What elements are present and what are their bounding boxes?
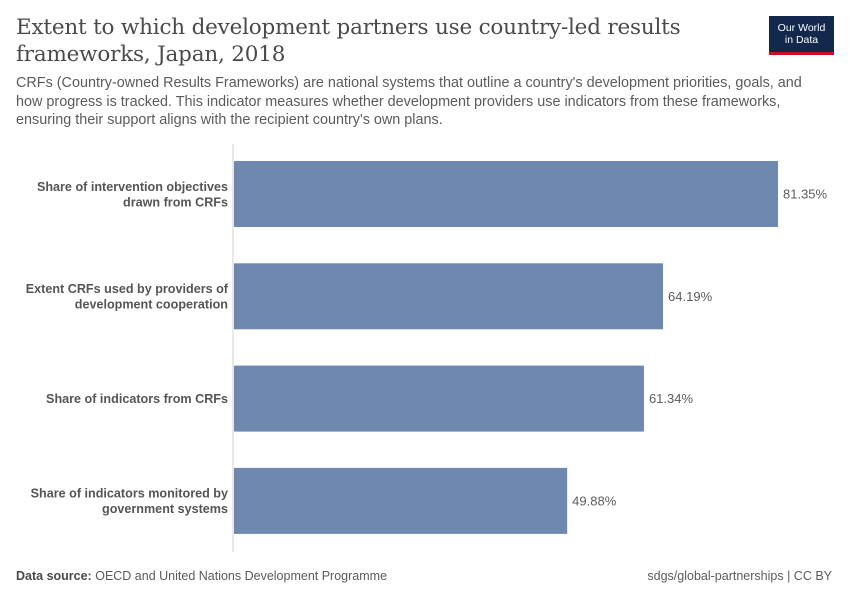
category-label-line: drawn from CRFs [123, 195, 228, 209]
bar[interactable] [234, 161, 778, 227]
bar[interactable] [234, 467, 568, 534]
bar[interactable] [234, 365, 644, 432]
data-source-label: Data source: [16, 569, 92, 583]
bar-value-label: 49.88% [572, 493, 617, 508]
category-label: Extent CRFs used by providers of developm… [26, 282, 229, 312]
chart-title: Extent to which development partners use… [16, 15, 681, 67]
category-label-line: Share of indicators from CRFs [46, 392, 228, 406]
category-label-line: development cooperation [75, 298, 228, 312]
logo-line-1: Our World [777, 22, 826, 34]
bars-layer: 81.35% Share of intervention objectives dr… [26, 161, 828, 534]
bar[interactable] [234, 263, 664, 330]
category-label-line: Share of indicators monitored by [31, 487, 228, 501]
bar-value-label: 81.35% [783, 187, 828, 202]
category-label-line: government systems [102, 502, 228, 516]
category-label: Share of indicators monitored by governme… [31, 487, 228, 517]
data-source-text: OECD and United Nations Development Prog… [95, 569, 388, 583]
category-label-line: Extent CRFs used by providers of [26, 282, 229, 296]
owid-logo[interactable]: Our World in Data [769, 16, 834, 55]
category-label-line: Share of intervention objectives [37, 180, 228, 194]
logo-line-2: in Data [784, 34, 819, 46]
chart-subtitle: CRFs (Country-owned Results Frameworks) … [16, 75, 802, 128]
license-link[interactable]: sdgs/global-partnerships | CC BY [647, 569, 832, 583]
category-label: Share of indicators from CRFs [46, 392, 228, 406]
bar-value-label: 64.19% [668, 289, 713, 304]
data-source: Data source: OECD and United Nations Dev… [16, 569, 387, 583]
category-label: Share of intervention objectives drawn fr… [37, 180, 228, 210]
bar-value-label: 61.34% [649, 391, 694, 406]
